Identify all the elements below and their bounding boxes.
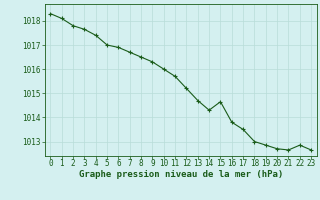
X-axis label: Graphe pression niveau de la mer (hPa): Graphe pression niveau de la mer (hPa)	[79, 170, 283, 179]
